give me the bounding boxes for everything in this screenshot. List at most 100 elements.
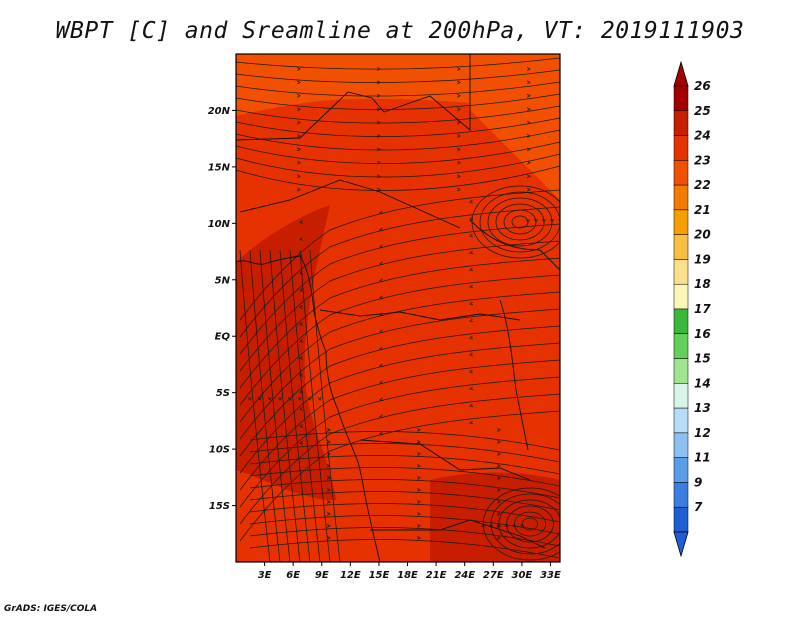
streamline-arrow	[527, 67, 531, 71]
colorbar-label: 21	[694, 203, 711, 217]
streamline	[239, 342, 560, 474]
streamline-arrow	[469, 352, 474, 357]
streamline-arrow	[379, 414, 384, 419]
streamline	[249, 515, 560, 535]
streamline-arrow	[297, 93, 301, 98]
colorbar-label: 9	[694, 475, 702, 489]
streamline	[239, 376, 560, 508]
streamline-arrow	[496, 464, 501, 468]
streamline-arrow	[527, 93, 531, 98]
streamline	[236, 81, 560, 97]
streamline-arrow	[457, 67, 461, 71]
streamline-arrow	[496, 536, 501, 540]
streamline	[299, 249, 331, 562]
streamline-arrow	[457, 174, 461, 179]
streamline	[236, 141, 560, 164]
streamline	[239, 206, 560, 338]
streamline-arrow	[299, 356, 304, 360]
streamline-arrow	[377, 67, 381, 71]
streamline-arrow	[416, 452, 421, 456]
colorbar-swatch	[673, 160, 689, 186]
streamline-arrow	[469, 386, 474, 391]
streamline-arrow	[297, 107, 301, 112]
streamline-arrow	[469, 335, 474, 340]
colorbar-label: 22	[694, 178, 711, 192]
streamline-arrow	[527, 107, 531, 112]
colorbar-label: 12	[694, 426, 711, 440]
colorbar-swatch	[673, 135, 689, 161]
streamline-arrow	[520, 523, 525, 527]
streamline-arrow	[297, 174, 301, 179]
border-southwest	[370, 519, 546, 549]
streamline-arrow	[326, 464, 331, 468]
streamline-arrow	[377, 187, 381, 192]
streamline-arrow	[542, 219, 546, 223]
coastline-west	[236, 255, 381, 562]
streamline-arrow	[297, 160, 301, 165]
streamline-arrow	[297, 147, 301, 152]
streamline	[249, 455, 560, 475]
border-lake-region	[499, 299, 529, 451]
streamline-arrow	[496, 476, 501, 480]
border-north	[236, 54, 471, 141]
lat-label: 10S	[209, 445, 230, 456]
colorbar-swatch	[673, 283, 689, 310]
streamline-arrow	[496, 512, 501, 516]
colorbar-label: 23	[694, 153, 711, 167]
streamline-arrow	[416, 524, 421, 528]
lat-label: 15S	[209, 501, 230, 512]
streamline	[239, 257, 560, 389]
colorbar-swatch	[673, 432, 689, 458]
streamline-arrow	[377, 107, 381, 112]
latitude-axis: 20N 15N 10N 5N EQ 5S 10S 15S	[208, 106, 236, 512]
lon-label: 27E	[483, 570, 504, 581]
lat-label: 15N	[208, 162, 231, 173]
colorbar-label: 19	[694, 252, 711, 266]
streamline	[236, 69, 560, 83]
streamline-arrow	[247, 396, 252, 401]
lon-label: 30E	[512, 570, 533, 581]
streamline-arrow	[496, 488, 501, 492]
streamline-arrow	[469, 267, 474, 272]
streamline-arrow	[299, 237, 304, 241]
streamline-arrow	[377, 160, 381, 165]
streamline-arrow	[469, 199, 474, 204]
streamline-arrow	[257, 396, 262, 401]
streamline	[249, 431, 560, 451]
streamline-arrow	[379, 210, 384, 215]
streamline-arrow	[299, 339, 304, 343]
colorbar-swatch	[673, 209, 689, 235]
streamline-arrow	[287, 396, 292, 401]
lon-label: 6E	[286, 570, 300, 581]
colorbar-label: 24	[694, 129, 711, 143]
colorbar-bottom-arrow	[673, 531, 689, 558]
streamline-arrow	[457, 187, 461, 192]
streamline	[259, 249, 291, 562]
streamline-arrow	[526, 219, 530, 223]
streamline-arrow	[299, 220, 304, 224]
colorbar-label: 15	[694, 352, 711, 366]
streamline	[289, 249, 321, 562]
colorbar-swatch	[673, 184, 689, 211]
lon-label: 3E	[258, 570, 272, 581]
streamline-arrow	[297, 187, 301, 192]
streamline-arrow	[416, 440, 421, 444]
streamline-arrow	[297, 396, 302, 401]
streamline	[239, 291, 560, 423]
streamline	[236, 57, 560, 70]
streamline-arrow	[379, 329, 384, 334]
colorbar-swatch	[673, 234, 689, 260]
streamline	[239, 249, 271, 562]
streamline	[239, 240, 560, 372]
streamline-arrow	[377, 174, 381, 179]
streamline-arrow	[457, 134, 461, 138]
streamline-arrow	[469, 420, 474, 425]
streamline	[279, 249, 311, 562]
streamline-arrow	[504, 523, 509, 527]
streamline-arrow	[379, 261, 384, 266]
streamline-arrow	[416, 476, 421, 480]
streamline-arrow	[527, 187, 531, 192]
streamline-arrow	[527, 147, 531, 152]
streamline	[249, 539, 560, 559]
border-south	[359, 439, 531, 481]
